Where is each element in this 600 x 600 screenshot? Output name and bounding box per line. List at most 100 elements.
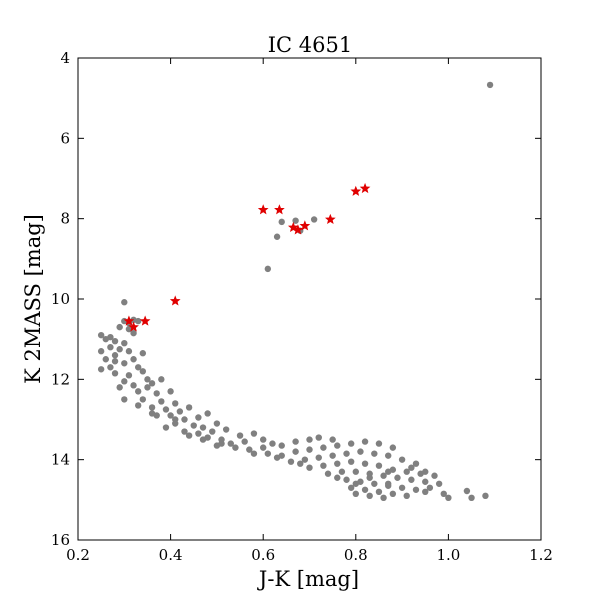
grey-circle-point: [148, 380, 156, 387]
y-axis-ticks: 4 6 8 10 12 14 16: [51, 49, 541, 549]
grey-circle-point: [389, 444, 397, 451]
grey-circle-point: [361, 438, 369, 445]
grey-circle-point: [134, 364, 142, 371]
grey-circle-point: [111, 337, 119, 345]
grey-circle-point: [422, 468, 429, 475]
grey-circle-point: [366, 492, 373, 500]
grey-circle-point: [334, 460, 341, 467]
grey-circle-point: [97, 348, 105, 355]
grey-circle-point: [148, 404, 156, 411]
grey-circle-point: [412, 486, 420, 493]
x-tick-label: 0.8: [344, 546, 368, 564]
grey-circle-point: [121, 360, 128, 367]
x-axis-ticks: 0.2 0.4 0.6 0.8 1.0 1.2: [66, 58, 553, 564]
series-0-circle: [97, 81, 494, 502]
grey-circle-point: [375, 440, 383, 447]
grey-circle-point: [273, 454, 281, 461]
grey-circle-point: [352, 468, 359, 475]
grey-circle-point: [343, 450, 350, 457]
grey-circle-point: [463, 487, 471, 495]
grey-circle-point: [139, 396, 147, 403]
grey-circle-point: [102, 356, 109, 363]
y-axis-title: K 2MASS [mag]: [21, 214, 45, 384]
y-tick-label: 6: [60, 129, 70, 147]
chart-title: IC 4651: [268, 33, 352, 57]
y-tick-label: 16: [51, 531, 70, 549]
grey-circle-point: [361, 486, 369, 493]
grey-circle-point: [172, 416, 179, 423]
grey-circle-point: [343, 476, 350, 483]
grey-circle-point: [306, 464, 313, 471]
red-star-point: [292, 224, 304, 235]
series-1-star: [123, 182, 371, 332]
grey-circle-point: [273, 233, 281, 240]
grey-circle-point: [329, 436, 336, 443]
grey-circle-point: [111, 352, 119, 359]
grey-circle-point: [403, 468, 410, 475]
grey-circle-point: [107, 333, 114, 341]
x-tick-label: 0.4: [159, 546, 183, 564]
grey-circle-point: [121, 396, 128, 403]
grey-circle-point: [486, 81, 494, 89]
grey-circle-point: [394, 474, 401, 481]
grey-circle-point: [190, 422, 197, 429]
grey-circle-point: [292, 448, 299, 455]
grey-circle-point: [130, 356, 137, 363]
grey-circle-point: [134, 388, 142, 395]
grey-circle-point: [375, 462, 383, 469]
grey-circle-point: [422, 488, 429, 495]
x-axis-title: J-K [mag]: [257, 567, 359, 591]
grey-circle-point: [107, 364, 114, 371]
grey-circle-point: [250, 430, 258, 437]
grey-circle-point: [347, 440, 355, 447]
grey-circle-point: [250, 450, 258, 457]
grey-circle-point: [241, 438, 248, 445]
grey-circle-point: [320, 444, 327, 451]
grey-circle-point: [408, 464, 415, 471]
grey-circle-point: [195, 414, 202, 421]
grey-circle-point: [236, 432, 244, 439]
grey-circle-point: [181, 416, 188, 423]
grey-circle-point: [148, 410, 156, 417]
grey-circle-point: [185, 432, 193, 439]
y-tick-label: 4: [60, 49, 70, 67]
grey-circle-point: [278, 218, 285, 226]
grey-circle-point: [167, 388, 174, 395]
red-star-point: [123, 315, 135, 326]
grey-circle-point: [111, 358, 119, 365]
grey-circle-point: [130, 382, 137, 389]
grey-circle-point: [176, 408, 184, 415]
grey-circle-point: [352, 490, 359, 498]
grey-circle-point: [107, 344, 114, 351]
grey-circle-point: [482, 492, 489, 500]
grey-circle-point: [468, 494, 475, 502]
grey-circle-point: [315, 434, 322, 441]
grey-circle-point: [153, 390, 160, 397]
grey-circle-point: [320, 462, 327, 469]
grey-circle-point: [116, 384, 123, 391]
grey-circle-point: [306, 436, 313, 443]
grey-circle-point: [264, 450, 272, 457]
grey-circle-point: [301, 456, 309, 463]
grey-circle-point: [435, 480, 443, 487]
red-star-point: [169, 295, 181, 306]
grey-circle-point: [144, 384, 151, 391]
grey-circle-point: [371, 450, 378, 457]
grey-circle-point: [260, 436, 267, 443]
y-tick-label: 8: [60, 210, 70, 228]
grey-circle-point: [232, 444, 239, 451]
grey-circle-point: [111, 370, 119, 377]
grey-circle-point: [408, 476, 415, 483]
grey-circle-point: [380, 494, 387, 502]
grey-circle-point: [385, 480, 392, 487]
red-star-point: [257, 204, 269, 215]
grey-circle-point: [172, 400, 179, 407]
grey-circle-point: [385, 468, 392, 475]
data-marks: [97, 81, 494, 502]
grey-circle-point: [218, 440, 225, 447]
red-star-point: [128, 321, 139, 332]
grey-circle-point: [398, 456, 406, 463]
x-tick-label: 1.0: [436, 546, 460, 564]
grey-circle-point: [97, 366, 105, 373]
